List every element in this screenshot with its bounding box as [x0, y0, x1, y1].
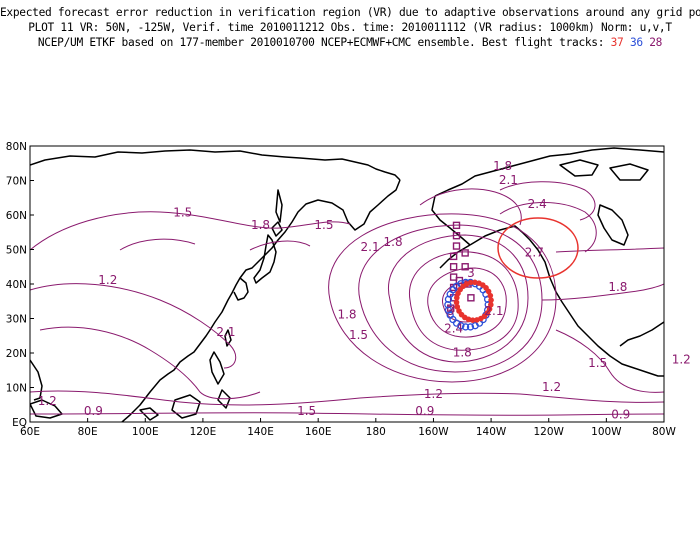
track-28-point	[461, 263, 469, 271]
coastlines	[30, 147, 664, 422]
contour-labels: 1.51.8 1.52.1 1.81.82.12.42.733 2.12.41.81.…	[38, 159, 691, 421]
lat-label: 10N	[6, 383, 27, 395]
contour-label: 1.8	[453, 345, 472, 359]
contour-label: 1.2	[672, 352, 691, 366]
track-28-point	[449, 263, 458, 271]
contour-label: 1.5	[314, 218, 333, 232]
contour-label: 2.4	[444, 321, 463, 335]
track-37-point	[453, 294, 460, 301]
contour-label: 1.5	[297, 404, 316, 418]
track-36-point	[466, 323, 475, 331]
contour-label: 1.8	[337, 308, 356, 322]
track-37-point	[488, 301, 494, 308]
lon-label: 80W	[652, 426, 676, 438]
contour-label: 1.8	[251, 218, 270, 232]
lat-label: 20N	[6, 348, 27, 360]
contour-label: 1.8	[384, 235, 403, 249]
contour-label: 0.9	[611, 408, 630, 422]
contour-label: 0.9	[84, 404, 103, 418]
track-28-point	[467, 294, 475, 302]
contour-label: 2.1	[484, 304, 503, 318]
track-36-point	[461, 323, 470, 331]
track-28-point	[452, 242, 461, 250]
lat-label: 30N	[6, 314, 27, 326]
lon-label: 120E	[190, 426, 217, 438]
contour-label: 2.7	[525, 245, 544, 259]
lat-label: 70N	[6, 176, 27, 188]
track-id-28: 28	[649, 36, 663, 49]
contour-label: 1.5	[349, 328, 368, 342]
lon-label: 140E	[247, 426, 274, 438]
track-37-point	[453, 299, 460, 306]
lon-label: 100E	[132, 426, 159, 438]
track-37-point	[472, 279, 478, 286]
contour-label: 2.4	[528, 197, 547, 211]
contour-label: 3	[447, 304, 455, 318]
track-id-37: 37	[610, 36, 624, 49]
contour-label: 2.1	[499, 173, 518, 187]
map-frame	[29, 145, 665, 423]
lat-label: 50N	[6, 245, 27, 257]
contour-label: 1.2	[424, 387, 443, 401]
lon-label: 180	[366, 426, 386, 438]
title-line-3-text: NCEP/UM ETKF based on 177-member 2010010…	[37, 36, 605, 49]
contour-label: 1.2	[98, 273, 117, 287]
track-37-point	[455, 290, 461, 297]
track-id-36: 36	[629, 36, 643, 49]
track-28-point	[449, 252, 458, 261]
contour-lines	[30, 181, 664, 416]
title-line-2: PLOT 11 VR: 50N, -125W, Verif. time 2010…	[28, 21, 672, 34]
latitude-axis: EQ 10N 20N 30N 40N 50N 60N 70N 80N	[6, 141, 34, 429]
longitude-axis: 60E 80E 100E 120E 140E 160E 180 160W 140W 120W 100…	[20, 418, 676, 438]
lat-label: EQ	[12, 417, 27, 429]
contour-label: 3	[467, 266, 475, 280]
lon-label: 140W	[476, 426, 507, 438]
lat-label: 60N	[6, 210, 27, 222]
track-37-point	[469, 317, 476, 323]
lon-label: 100W	[591, 426, 622, 438]
contour-label: 1.5	[173, 206, 192, 220]
contour-label: 1.8	[608, 280, 627, 294]
flight-tracks	[444, 221, 494, 331]
title-line-3: NCEP/UM ETKF based on 177-member 2010010…	[0, 36, 700, 49]
track-36-point	[457, 322, 465, 330]
contour-label: 1.2	[542, 380, 561, 394]
lon-label: 160W	[418, 426, 449, 438]
track-28-point	[461, 249, 469, 257]
track-28-point	[452, 231, 461, 240]
contour-label: 0.9	[415, 404, 434, 418]
contour-label: 1.8	[493, 159, 512, 173]
lon-label: 160E	[305, 426, 332, 438]
lat-label: 40N	[6, 279, 27, 291]
contour-label: 2.1	[216, 325, 235, 339]
track-37-point	[488, 297, 494, 303]
lon-label: 60E	[20, 426, 40, 438]
lon-label: 80E	[78, 426, 98, 438]
lat-label: 80N	[6, 141, 27, 153]
title-line-1: Expected forecast error reduction in ver…	[0, 6, 700, 19]
contour-label: 2.1	[361, 240, 380, 254]
lon-label: 120W	[534, 426, 565, 438]
track-28-point	[452, 221, 461, 230]
contour-label: 1.2	[38, 394, 57, 408]
contour-label: 1.5	[588, 356, 607, 370]
verification-region-circle	[497, 217, 579, 279]
track-37-point	[486, 306, 493, 312]
